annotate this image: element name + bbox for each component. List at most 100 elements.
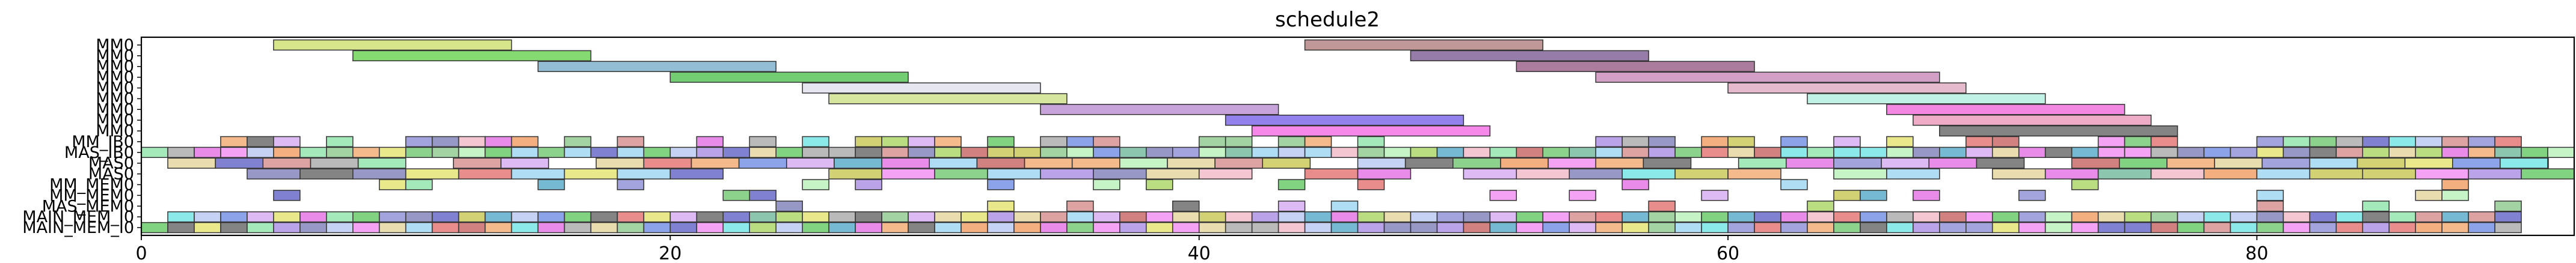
op-bar <box>1304 136 1332 148</box>
op-bar <box>908 147 935 159</box>
op-bar <box>1304 211 1332 223</box>
op-bar <box>1277 179 1306 190</box>
op-bar <box>1516 168 1570 180</box>
op-bar <box>1251 211 1279 223</box>
op-bar <box>1225 147 1253 159</box>
op-bar <box>775 211 803 223</box>
op-bar <box>1727 168 1781 180</box>
op-bar <box>1833 190 1861 201</box>
op-bar <box>2150 147 2178 159</box>
op-bar <box>2230 222 2258 234</box>
op-bar <box>1648 211 1676 223</box>
task-bar <box>1304 39 1544 51</box>
op-bar <box>775 222 803 234</box>
op-bar <box>1886 136 1914 148</box>
op-bar <box>300 147 327 159</box>
op-bar <box>2494 222 2522 234</box>
op-bar <box>1860 222 1887 234</box>
op-bar <box>405 211 433 223</box>
op-bar <box>1807 222 1834 234</box>
op-bar <box>1251 222 1279 234</box>
op-bar <box>2415 222 2442 234</box>
op-bar <box>2282 211 2311 223</box>
op-bar <box>2441 136 2469 148</box>
op-bar <box>2071 211 2099 223</box>
op-bar <box>247 222 274 234</box>
op-bar <box>1146 222 1173 234</box>
op-bar <box>352 211 380 223</box>
op-bar <box>1146 211 1173 223</box>
op-bar <box>1966 136 1993 148</box>
op-bar <box>696 222 724 234</box>
op-bar <box>1674 168 1729 180</box>
op-bar <box>2494 136 2522 148</box>
op-bar <box>1569 211 1596 223</box>
op-bar <box>1119 157 1168 169</box>
op-bar <box>326 136 354 148</box>
op-bar <box>1357 157 1406 169</box>
y-tick-label: MM0 <box>96 111 134 130</box>
y-tick-label: MM0 <box>96 68 134 87</box>
op-bar <box>2362 211 2390 223</box>
op-bar <box>2230 147 2258 159</box>
op-bar <box>2362 222 2390 234</box>
op-bar <box>458 211 486 223</box>
task-bar <box>1251 125 1491 137</box>
op-bar <box>405 147 433 159</box>
op-bar <box>2044 168 2099 180</box>
op-bar <box>1277 222 1306 234</box>
op-bar <box>1146 147 1173 159</box>
op-bar <box>855 179 882 190</box>
op-bar <box>1622 179 1649 190</box>
op-bar <box>2441 147 2469 159</box>
op-bar <box>1198 136 1226 148</box>
op-bar <box>855 211 882 223</box>
op-bar <box>2018 190 2046 201</box>
op-bar <box>1066 136 1094 148</box>
op-bar <box>2071 147 2099 159</box>
op-bar <box>643 211 671 223</box>
op-bar <box>1071 157 1120 169</box>
op-bar <box>690 157 740 169</box>
op-bar <box>326 222 354 234</box>
op-bar <box>987 201 1015 212</box>
op-bar <box>1569 168 1623 180</box>
op-bar <box>1516 222 1544 234</box>
op-bar <box>2335 211 2364 223</box>
op-bar <box>2282 136 2311 148</box>
op-bar <box>2097 211 2126 223</box>
op-bar <box>1410 211 1438 223</box>
op-bar <box>167 222 195 234</box>
op-bar <box>405 222 433 234</box>
op-bar <box>300 222 327 234</box>
op-bar <box>1277 201 1306 212</box>
x-tick-label: 60 <box>1717 243 1739 263</box>
op-bar <box>1172 201 1200 212</box>
task-bar <box>273 39 512 51</box>
op-bar <box>722 222 750 234</box>
op-bar <box>2500 157 2548 169</box>
op-bar <box>2230 211 2258 223</box>
op-bar <box>1727 136 1755 148</box>
op-bar <box>1780 222 1808 234</box>
op-bar <box>643 147 671 159</box>
op-bar <box>1013 222 1041 234</box>
op-bar <box>749 136 776 148</box>
op-bar <box>1643 157 1692 169</box>
op-bar <box>934 147 962 159</box>
op-bar <box>2335 136 2364 148</box>
op-bar <box>220 147 248 159</box>
op-bar <box>1674 222 1702 234</box>
op-bar <box>1383 147 1412 159</box>
op-bar <box>2441 222 2469 234</box>
op-bar <box>1304 168 1359 180</box>
op-bar <box>929 157 978 169</box>
op-bar <box>1119 147 1147 159</box>
op-bar <box>141 147 168 159</box>
op-bar <box>1093 147 1120 159</box>
op-bar <box>1807 147 1834 159</box>
op-bar <box>722 190 750 201</box>
op-bar <box>1516 211 1544 223</box>
op-bar <box>220 222 248 234</box>
op-bar <box>537 179 565 190</box>
